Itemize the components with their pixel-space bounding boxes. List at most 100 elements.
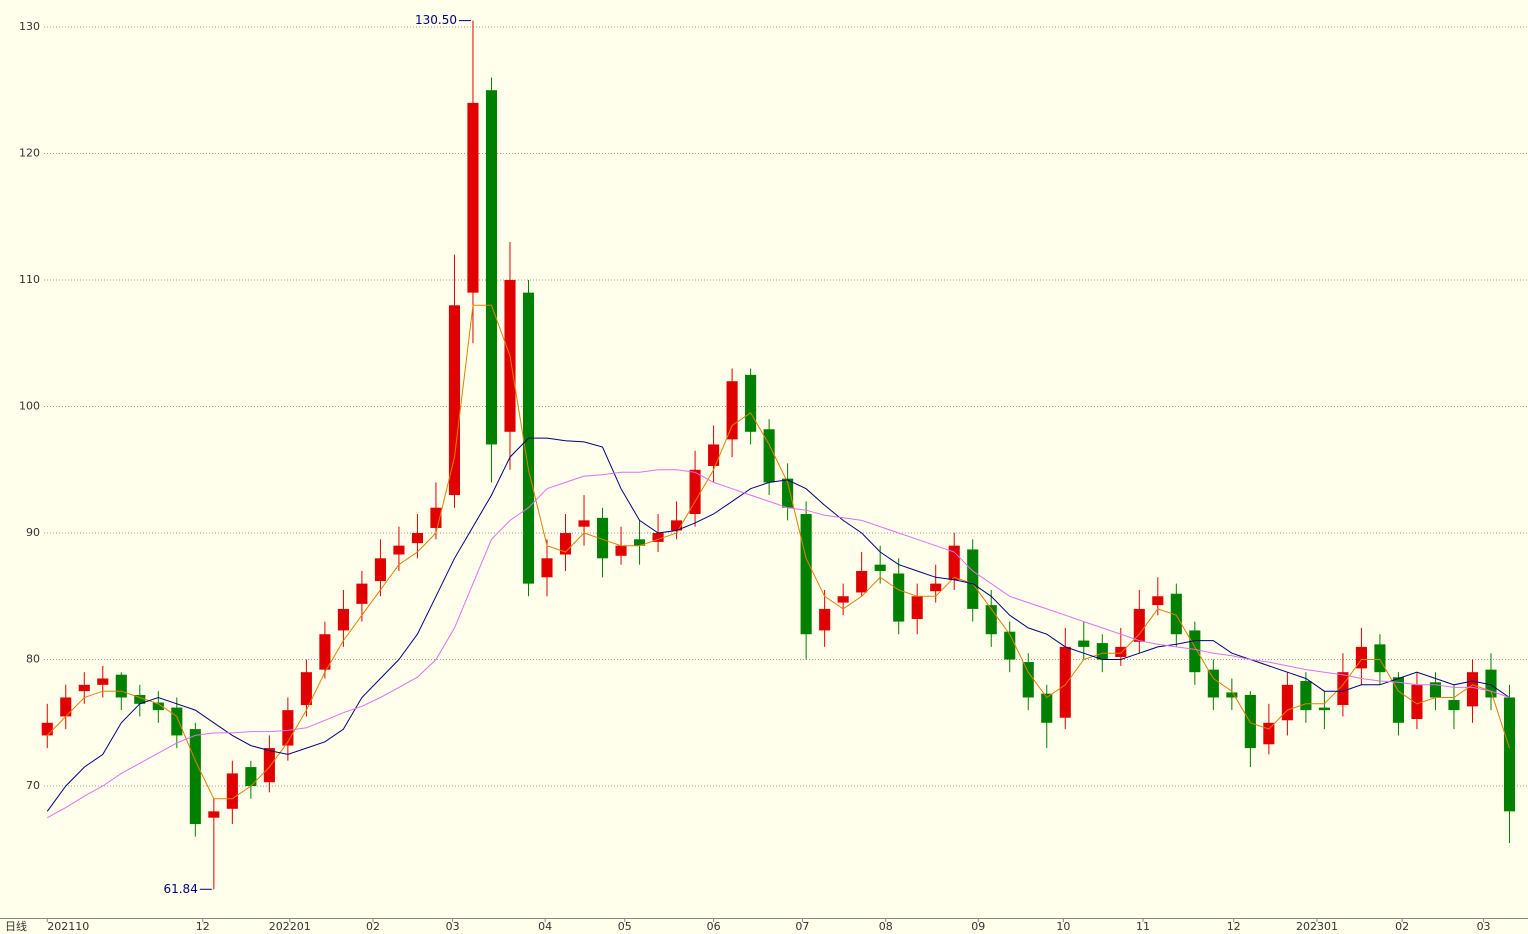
x-tick-label: 202201 bbox=[269, 920, 311, 933]
candle-body bbox=[448, 305, 461, 496]
y-tick-label: 130 bbox=[19, 20, 40, 33]
candle-body bbox=[1078, 640, 1090, 647]
x-tick-label: 03 bbox=[446, 920, 460, 933]
candle-body bbox=[393, 545, 405, 555]
candle-body bbox=[948, 545, 960, 580]
candle-body bbox=[1392, 677, 1404, 723]
candle-body bbox=[356, 583, 368, 604]
candle-body bbox=[1115, 646, 1127, 657]
candle-body bbox=[245, 767, 257, 787]
candle-body bbox=[337, 608, 349, 631]
moving-average-line bbox=[47, 469, 1510, 819]
candle-body bbox=[967, 549, 979, 609]
candle-body bbox=[115, 674, 127, 698]
candle-body bbox=[1041, 693, 1053, 723]
candle-body bbox=[374, 558, 386, 582]
candle-body bbox=[1207, 669, 1219, 698]
candle-body bbox=[800, 514, 812, 635]
candle-body bbox=[189, 729, 201, 824]
candle-body bbox=[1448, 700, 1460, 711]
candle-body bbox=[467, 102, 479, 293]
y-tick-label: 110 bbox=[19, 273, 40, 286]
y-tick-label: 80 bbox=[26, 653, 40, 666]
candle-body bbox=[1170, 593, 1182, 635]
annotation-label: 61.84 bbox=[163, 882, 197, 896]
x-tick-label: 08 bbox=[879, 920, 893, 933]
candle-body bbox=[1096, 643, 1108, 660]
candle-body bbox=[263, 748, 275, 783]
candle-body bbox=[41, 722, 53, 736]
candle-body bbox=[1355, 646, 1367, 669]
candle-body bbox=[1263, 722, 1275, 745]
candle-body bbox=[78, 684, 90, 692]
y-tick-label: 70 bbox=[26, 779, 40, 792]
candle-body bbox=[1318, 707, 1330, 711]
candle-body bbox=[559, 533, 572, 555]
candle-body bbox=[856, 570, 868, 593]
x-tick-label: 202110 bbox=[47, 920, 89, 933]
candle-body bbox=[819, 608, 831, 631]
candle-body bbox=[208, 811, 220, 818]
moving-average-line bbox=[46, 304, 1510, 800]
candle-body bbox=[319, 634, 331, 670]
x-tick-label: 09 bbox=[971, 920, 985, 933]
candle-body bbox=[1022, 662, 1034, 698]
period-label: 日线 bbox=[5, 919, 27, 933]
candle-body bbox=[300, 672, 312, 706]
x-tick-label: 12 bbox=[1227, 920, 1241, 933]
candle-body bbox=[60, 697, 72, 717]
candle-body bbox=[615, 545, 627, 556]
x-tick-label: 03 bbox=[1477, 920, 1491, 933]
candle-body bbox=[1226, 692, 1238, 698]
candle-body bbox=[708, 444, 720, 466]
x-tick-label: 04 bbox=[538, 920, 552, 933]
x-tick-label: 11 bbox=[1136, 920, 1150, 933]
x-tick-label: 05 bbox=[618, 920, 632, 933]
candle-body bbox=[745, 374, 757, 432]
candle-body bbox=[485, 90, 498, 445]
candle-body bbox=[1411, 684, 1423, 719]
moving-average-line bbox=[46, 437, 1510, 812]
annotation-label: 130.50 bbox=[415, 13, 457, 27]
candle-body bbox=[1152, 596, 1164, 606]
candle-body bbox=[430, 507, 442, 528]
candle-body bbox=[782, 478, 794, 508]
candle-body bbox=[1281, 684, 1293, 721]
x-tick-label: 07 bbox=[795, 920, 809, 933]
candle-body bbox=[763, 429, 775, 483]
candle-body bbox=[1244, 694, 1256, 749]
candle-body bbox=[596, 517, 609, 559]
x-tick-label: 06 bbox=[707, 920, 721, 933]
candle-body bbox=[411, 533, 423, 544]
x-tick-label: 202301 bbox=[1296, 920, 1338, 933]
x-tick-label: 02 bbox=[1395, 920, 1409, 933]
candle-body bbox=[1429, 682, 1442, 698]
candle-body bbox=[1004, 631, 1016, 660]
y-tick-label: 100 bbox=[19, 399, 40, 412]
candle-body bbox=[1133, 608, 1145, 642]
candle-body bbox=[1485, 669, 1497, 698]
candle-body bbox=[930, 583, 942, 592]
candle-body bbox=[1059, 646, 1071, 718]
candle-body bbox=[1189, 630, 1201, 673]
candle-body bbox=[541, 558, 553, 578]
candle-body bbox=[837, 596, 849, 603]
candle-body bbox=[226, 773, 238, 809]
candle-body bbox=[671, 520, 683, 531]
candle-body bbox=[911, 596, 923, 620]
candle-body bbox=[152, 702, 164, 711]
candle-body bbox=[985, 605, 997, 635]
y-tick-label: 120 bbox=[19, 146, 40, 159]
candle-body bbox=[1337, 672, 1349, 706]
x-tick-label: 12 bbox=[196, 920, 210, 933]
candle-body bbox=[634, 539, 646, 546]
candle-body bbox=[689, 469, 701, 515]
candle-body bbox=[652, 533, 664, 542]
candle-body bbox=[97, 678, 109, 685]
candle-body bbox=[171, 707, 183, 736]
candle-body bbox=[282, 710, 294, 746]
x-tick-label: 10 bbox=[1056, 920, 1070, 933]
candle-body bbox=[1300, 681, 1312, 711]
